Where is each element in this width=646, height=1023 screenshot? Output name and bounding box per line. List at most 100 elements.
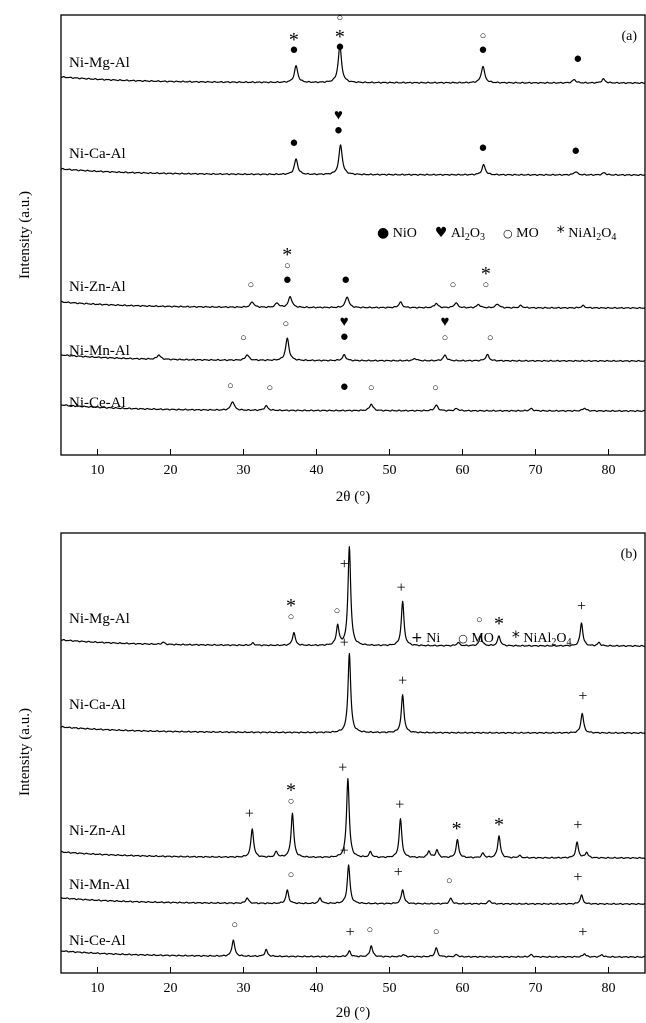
peak-marker-ni: + bbox=[398, 672, 407, 689]
peak-marker-nio: ● bbox=[335, 39, 344, 55]
peak-marker-ni: + bbox=[578, 688, 587, 705]
xrd-trace-ni-zn-al bbox=[60, 778, 646, 860]
x-tick-label: 50 bbox=[383, 463, 397, 478]
peak-marker-ni: + bbox=[340, 635, 349, 652]
peak-marker-mo: ○ bbox=[450, 279, 457, 291]
peak-marker-mo: ○ bbox=[366, 924, 373, 936]
peak-marker-nio: ● bbox=[289, 135, 298, 151]
x-tick-label: 80 bbox=[602, 981, 616, 996]
peak-marker-ni: + bbox=[573, 869, 582, 886]
peak-marker-mo: ○ bbox=[446, 875, 453, 887]
peak-marker-ni: + bbox=[573, 817, 582, 834]
peak-marker-nial2o4: * bbox=[286, 595, 296, 617]
x-tick-label: 40 bbox=[310, 463, 324, 478]
peak-marker-mo: ○ bbox=[227, 380, 234, 392]
sample-label: Ni-Ce-Al bbox=[69, 395, 126, 411]
peak-marker-nio: ● bbox=[340, 379, 349, 395]
peak-marker-mo: ○ bbox=[487, 332, 494, 344]
xrd-trace-ni-ce-al bbox=[60, 401, 646, 413]
panel-a-x-ticks: 10 20 30 40 50 60 70 80 bbox=[91, 449, 616, 478]
peak-marker-mo: ○ bbox=[284, 260, 291, 272]
peak-marker-mo: ○ bbox=[442, 332, 449, 344]
sample-label: Ni-Zn-Al bbox=[69, 823, 126, 839]
peak-marker-nio: ● bbox=[340, 329, 349, 345]
panel-a-legend: ● NiO ♥ Al2O3 ○ MO * NiAl2O4 bbox=[377, 222, 616, 243]
peak-marker-mo: ○ bbox=[288, 611, 295, 623]
peak-marker-nial2o4: * bbox=[289, 29, 299, 51]
peak-marker-al2o3: ♥ bbox=[334, 107, 343, 123]
peak-marker-ni: + bbox=[397, 579, 406, 596]
panel-a-label: (a) bbox=[621, 29, 637, 44]
legend-item-mo: ○ MO bbox=[503, 226, 539, 241]
peak-marker-mo: ○ bbox=[283, 318, 290, 330]
sample-label: Ni-Ca-Al bbox=[69, 697, 126, 713]
xrd-trace-ni-mn-al bbox=[60, 864, 646, 906]
x-tick-label: 30 bbox=[237, 463, 251, 478]
panel-b-frame bbox=[60, 532, 646, 974]
peak-marker-mo: ○ bbox=[483, 279, 490, 291]
x-tick-label: 20 bbox=[164, 463, 178, 478]
peak-marker-mo: ○ bbox=[433, 926, 440, 938]
legend-item-nial2o4: * NiAl2O4 bbox=[512, 627, 572, 648]
peak-marker-ni: + bbox=[346, 924, 355, 941]
peak-marker-mo: ○ bbox=[240, 332, 247, 344]
peak-marker-nial2o4: * bbox=[494, 613, 504, 635]
x-tick-label: 30 bbox=[237, 981, 251, 996]
peak-marker-ni: + bbox=[340, 842, 349, 859]
x-tick-label: 70 bbox=[529, 981, 543, 996]
legend-item-nio: ● NiO bbox=[377, 225, 417, 241]
xrd-trace-ni-ca-al bbox=[60, 652, 646, 735]
peak-marker-mo: ○ bbox=[334, 605, 341, 617]
peak-marker-nio: ● bbox=[341, 272, 350, 288]
legend-item-nial2o4: * NiAl2O4 bbox=[557, 222, 617, 243]
panel-a-peak-markers: *●○*●○●●●♥●● ●○*○● ● ○ *○○○ ♥●♥○ ○○ ○ ● ○ ○ bbox=[227, 12, 582, 395]
peak-marker-ni: + bbox=[245, 805, 254, 822]
peak-marker-mo: ○ bbox=[368, 382, 375, 394]
peak-marker-mo: ○ bbox=[247, 279, 254, 291]
panel-b-peak-markers: *○ ○++○ *+++++*○++* * +○++ ○ +○ + ○ ○ + bbox=[231, 556, 587, 941]
panel-b-y-axis-title: Intensity (a.u.) bbox=[17, 708, 33, 796]
peak-marker-nial2o4: * bbox=[494, 814, 504, 836]
peak-marker-nio: ● bbox=[573, 51, 582, 67]
peak-marker-ni: + bbox=[577, 598, 586, 615]
legend-item-mo: ○ MO bbox=[458, 631, 494, 646]
panel-a-x-axis-title: 2θ (°) bbox=[336, 489, 370, 505]
panel-a-sample-labels: Ni-Mg-Al Ni-Ca-Al Ni-Zn-Al Ni-Mn-Al Ni-Ce-Al bbox=[69, 55, 130, 411]
xrd-trace-ni-mn-al bbox=[60, 337, 646, 363]
peak-marker-nial2o4: * bbox=[286, 779, 296, 801]
xrd-trace-ni-ce-al bbox=[60, 939, 646, 959]
panel-b-sample-labels: Ni-Mg-Al Ni-Ca-Al Ni-Zn-Al Ni-Mn-Al Ni-Ce-Al bbox=[69, 611, 130, 949]
peak-marker-al2o3: ♥ bbox=[441, 314, 450, 330]
x-tick-label: 60 bbox=[456, 463, 470, 478]
sample-label: Ni-Ca-Al bbox=[69, 146, 126, 162]
panel-b-x-axis-title: 2θ (°) bbox=[336, 1005, 370, 1021]
peak-marker-ni: + bbox=[338, 760, 347, 777]
peak-marker-nio: ● bbox=[571, 143, 580, 159]
xrd-trace-ni-ca-al bbox=[60, 144, 646, 177]
x-tick-label: 20 bbox=[164, 981, 178, 996]
peak-marker-mo: ○ bbox=[288, 869, 295, 881]
sample-label: Ni-Mg-Al bbox=[69, 611, 130, 627]
peak-marker-mo: ○ bbox=[266, 382, 273, 394]
peak-marker-ni: + bbox=[578, 924, 587, 941]
panel-b-legend: + Ni ○ MO * NiAl2O4 bbox=[411, 627, 572, 648]
peak-marker-ni: + bbox=[394, 864, 403, 881]
peak-marker-nial2o4: * bbox=[481, 263, 491, 285]
x-tick-label: 10 bbox=[91, 981, 105, 996]
panel-b-traces bbox=[60, 546, 646, 959]
peak-marker-nio: ● bbox=[478, 140, 487, 156]
peak-marker-nial2o4: * bbox=[335, 26, 345, 48]
sample-label: Ni-Mn-Al bbox=[69, 877, 130, 893]
peak-marker-nio: ● bbox=[283, 272, 292, 288]
legend-item-al2o3: ♥ Al2O3 bbox=[435, 225, 485, 243]
peak-marker-al2o3: ♥ bbox=[340, 314, 349, 330]
x-tick-label: 40 bbox=[310, 981, 324, 996]
x-tick-label: 80 bbox=[602, 463, 616, 478]
sample-label: Ni-Mn-Al bbox=[69, 343, 130, 359]
panel-a: (a) Intensity (a.u.) 2θ (°) 10 20 30 40 50 60… bbox=[17, 12, 646, 505]
panel-b-x-ticks: 10 20 30 40 50 60 70 80 bbox=[91, 967, 616, 996]
peak-marker-nio: ● bbox=[334, 122, 343, 138]
peak-marker-mo: ○ bbox=[432, 382, 439, 394]
sample-label: Ni-Mg-Al bbox=[69, 55, 130, 71]
